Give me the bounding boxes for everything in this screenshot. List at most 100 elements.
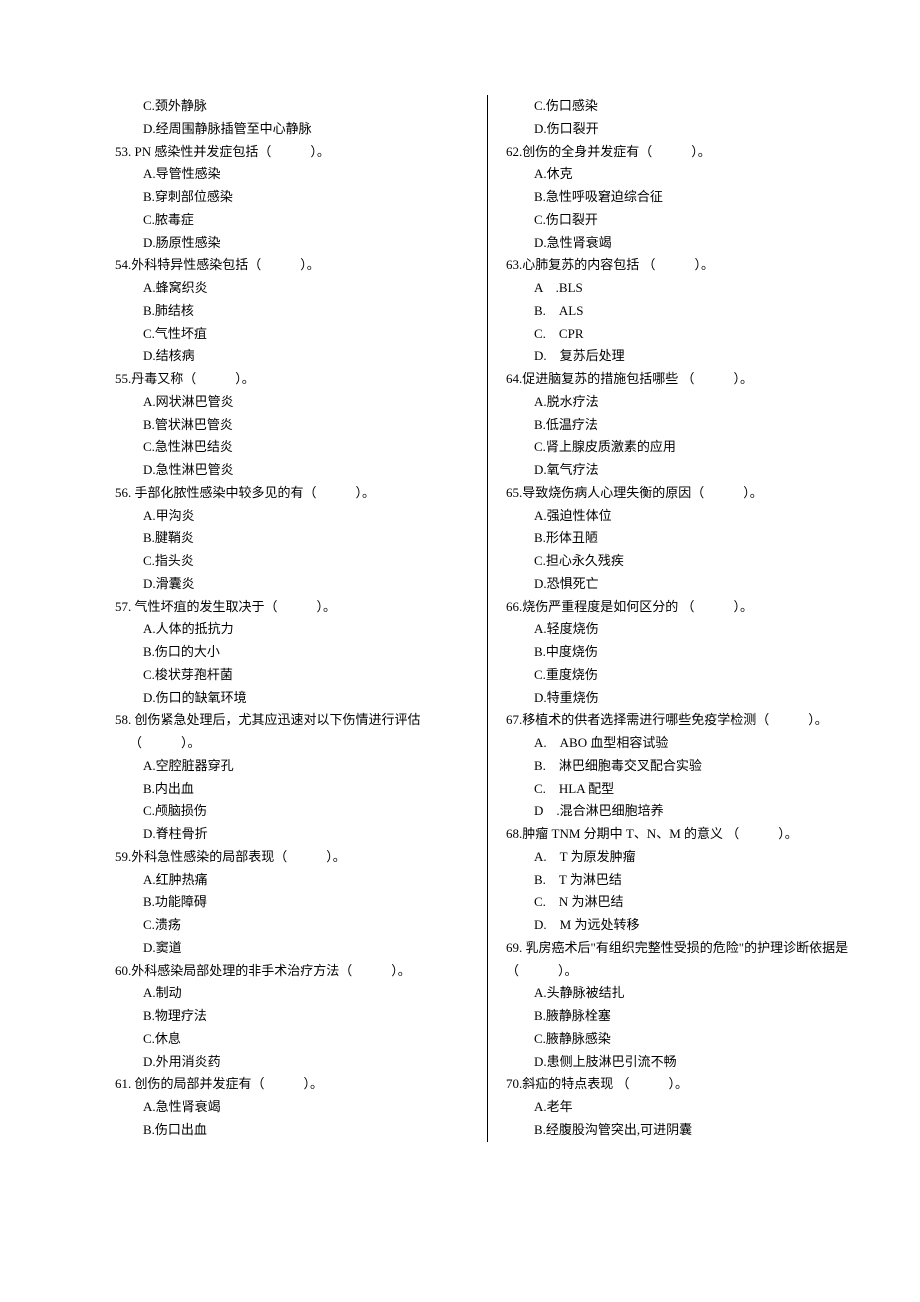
option: A. T 为原发肿瘤 [506,846,860,869]
question-63: 63.心肺复苏的内容包括 （ ）。 [506,254,860,277]
option: B.功能障碍 [115,891,469,914]
option: C. N 为淋巴结 [506,891,860,914]
question-64: 64.促进脑复苏的措施包括哪些 （ ）。 [506,368,860,391]
left-column: C.颈外静脉 D.经周围静脉插管至中心静脉 53. PN 感染性并发症包括（ ）… [115,95,488,1142]
option: D. 复苏后处理 [506,345,860,368]
question-58: 58. 创伤紧急处理后，尤其应迅速对以下伤情进行评估 [115,709,469,732]
option: C.急性淋巴结炎 [115,436,469,459]
option: C.腋静脉感染 [506,1028,860,1051]
question-53: 53. PN 感染性并发症包括（ ）。 [115,141,469,164]
option: C.休息 [115,1028,469,1051]
option: A.休克 [506,163,860,186]
question-56: 56. 手部化脓性感染中较多见的有（ ）。 [115,482,469,505]
question-54: 54.外科特异性感染包括（ ）。 [115,254,469,277]
option: B.腋静脉栓塞 [506,1005,860,1028]
option: D.滑囊炎 [115,573,469,596]
orphan-option: D.伤口裂开 [506,118,860,141]
option: C.指头炎 [115,550,469,573]
question-stem: 58. 创伤紧急处理后，尤其应迅速对以下伤情进行评估 [115,712,421,727]
question-stem: 55.丹毒又称（ ）。 [115,371,255,386]
option: D.氧气疗法 [506,459,860,482]
option: C.重度烧伤 [506,664,860,687]
option: D.脊柱骨折 [115,823,469,846]
option: A.蜂窝织炎 [115,277,469,300]
option: D.伤口的缺氧环境 [115,687,469,710]
option: D.恐惧死亡 [506,573,860,596]
option: B. 淋巴细胞毒交叉配合实验 [506,755,860,778]
option: B.低温疗法 [506,414,860,437]
question-stem: 54.外科特异性感染包括（ ）。 [115,257,320,272]
question-stem-cont: （ ）。 [115,732,469,755]
option: D. M 为远处转移 [506,914,860,937]
question-stem: 57. 气性坏疽的发生取决于（ ）。 [115,599,336,614]
option: A.人体的抵抗力 [115,618,469,641]
option: D.急性淋巴管炎 [115,459,469,482]
orphan-option: C.伤口感染 [506,95,860,118]
option: B.穿刺部位感染 [115,186,469,209]
option: B.伤口的大小 [115,641,469,664]
option: A.老年 [506,1096,860,1119]
question-69: 69. 乳房癌术后"有组织完整性受损的危险"的护理诊断依据是（ ）。 [506,937,860,983]
option: B.经腹股沟管突出,可进阴囊 [506,1119,860,1142]
option: A.甲沟炎 [115,505,469,528]
option: A.网状淋巴管炎 [115,391,469,414]
option: D.急性肾衰竭 [506,232,860,255]
option: A.导管性感染 [115,163,469,186]
question-stem: 70.斜疝的特点表现 （ ）。 [506,1076,688,1091]
option: B.伤口出血 [115,1119,469,1142]
question-61: 61. 创伤的局部并发症有（ ）。 [115,1073,469,1096]
option: D.肠原性感染 [115,232,469,255]
orphan-option: D.经周围静脉插管至中心静脉 [115,118,469,141]
question-59: 59.外科急性感染的局部表现（ ）。 [115,846,469,869]
question-57: 57. 气性坏疽的发生取决于（ ）。 [115,596,469,619]
option: C.气性坏疽 [115,323,469,346]
option: D.特重烧伤 [506,687,860,710]
right-column: C.伤口感染 D.伤口裂开 62.创伤的全身并发症有（ ）。 A.休克 B.急性… [488,95,860,1142]
question-stem: 68.肿瘤 TNM 分期中 T、N、M 的意义 （ ）。 [506,826,798,841]
option: D.结核病 [115,345,469,368]
option: B.物理疗法 [115,1005,469,1028]
option: D.患侧上肢淋巴引流不畅 [506,1051,860,1074]
option: A.制动 [115,982,469,1005]
option: A.强迫性体位 [506,505,860,528]
orphan-option: C.颈外静脉 [115,95,469,118]
option: D.窦道 [115,937,469,960]
question-stem: 60.外科感染局部处理的非手术治疗方法（ ）。 [115,963,411,978]
question-67: 67.移植术的供者选择需进行哪些免疫学检测（ ）。 [506,709,860,732]
question-stem: 65.导致烧伤病人心理失衡的原因（ ）。 [506,485,763,500]
option: B.肺结核 [115,300,469,323]
option: C.梭状芽孢杆菌 [115,664,469,687]
question-stem: 59.外科急性感染的局部表现（ ）。 [115,849,346,864]
option: C.脓毒症 [115,209,469,232]
question-stem: 64.促进脑复苏的措施包括哪些 （ ）。 [506,371,753,386]
option: C. HLA 配型 [506,778,860,801]
option: C.伤口裂开 [506,209,860,232]
question-stem: 67.移植术的供者选择需进行哪些免疫学检测（ ）。 [506,712,828,727]
question-stem: 63.心肺复苏的内容包括 （ ）。 [506,257,714,272]
option: A.脱水疗法 [506,391,860,414]
option: B.腱鞘炎 [115,527,469,550]
option: A.急性肾衰竭 [115,1096,469,1119]
question-stem: 66.烧伤严重程度是如何区分的 （ ）。 [506,599,753,614]
option: A. ABO 血型相容试验 [506,732,860,755]
option: A.红肿热痛 [115,869,469,892]
question-stem: 69. 乳房癌术后"有组织完整性受损的危险"的护理诊断依据是（ ）。 [506,940,848,978]
option: B. T 为淋巴结 [506,869,860,892]
option: C.肾上腺皮质激素的应用 [506,436,860,459]
option: B.管状淋巴管炎 [115,414,469,437]
option: B.中度烧伤 [506,641,860,664]
question-70: 70.斜疝的特点表现 （ ）。 [506,1073,860,1096]
option: C.溃疡 [115,914,469,937]
option: A .BLS [506,277,860,300]
option: C. CPR [506,323,860,346]
question-60: 60.外科感染局部处理的非手术治疗方法（ ）。 [115,960,469,983]
option: A.头静脉被结扎 [506,982,860,1005]
question-stem: 62.创伤的全身并发症有（ ）。 [506,144,711,159]
option: C.担心永久残疾 [506,550,860,573]
option: D.外用消炎药 [115,1051,469,1074]
question-stem: 56. 手部化脓性感染中较多见的有（ ）。 [115,485,375,500]
option: A.轻度烧伤 [506,618,860,641]
question-66: 66.烧伤严重程度是如何区分的 （ ）。 [506,596,860,619]
question-stem: 53. PN 感染性并发症包括（ ）。 [115,144,330,159]
option: B.内出血 [115,778,469,801]
